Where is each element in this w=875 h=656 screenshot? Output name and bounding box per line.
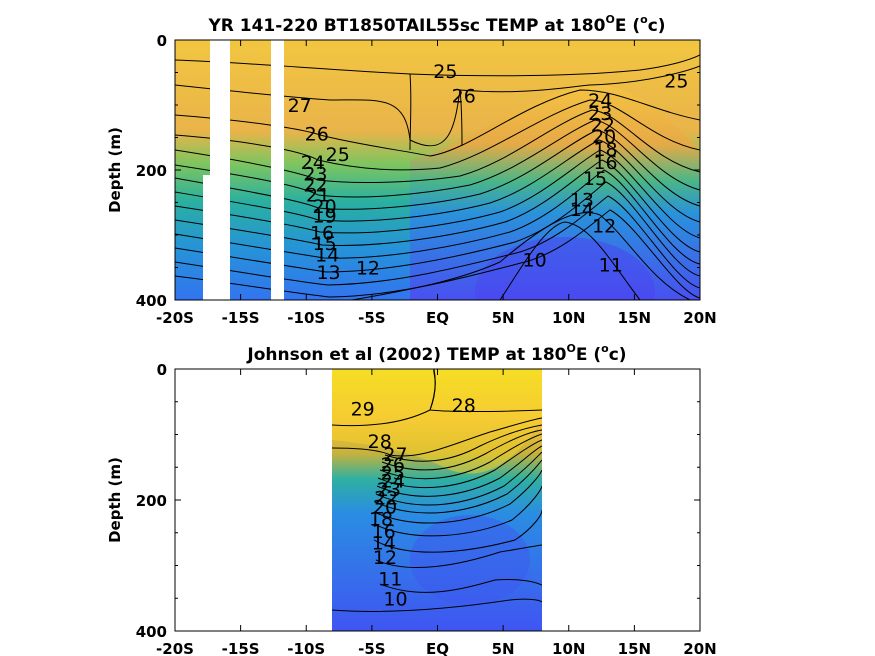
bottom-contour-label: 24 bbox=[381, 470, 405, 492]
top-contour-label: 15 bbox=[313, 233, 337, 255]
gap-1 bbox=[210, 40, 230, 300]
top-contour-label: 19 bbox=[313, 206, 337, 228]
top-contour-label: 23 bbox=[588, 103, 612, 125]
top-y-tick-label: 400 bbox=[136, 292, 167, 310]
top-x-tick-label: EQ bbox=[426, 309, 449, 327]
bottom-y-tick-label: 0 bbox=[157, 361, 167, 379]
top-contour-label: 16 bbox=[310, 222, 334, 244]
top-contour-label: 18 bbox=[593, 139, 617, 161]
top-contour-label: 13 bbox=[316, 262, 340, 284]
top-x-tick-label: 20N bbox=[683, 309, 716, 327]
top-title: YR 141-220 BT1850TAIL55sc TEMP at 180OE … bbox=[207, 13, 665, 36]
bottom-y-axis-label: Depth (m) bbox=[106, 457, 124, 543]
top-missing-data-gaps bbox=[203, 40, 284, 300]
top-contour-label: 23 bbox=[303, 163, 327, 185]
bottom-contour-label: 16 bbox=[372, 521, 396, 543]
top-x-tick-label: -15S bbox=[222, 309, 260, 327]
top-y-axis-label: Depth (m) bbox=[106, 127, 124, 213]
top-contour-label: 22 bbox=[591, 115, 615, 137]
top-contour-lines bbox=[175, 54, 700, 300]
bottom-contour-label: 28 bbox=[452, 395, 476, 417]
gap-3 bbox=[271, 40, 284, 300]
top-x-tick-label: -10S bbox=[287, 309, 325, 327]
bottom-panel: Johnson et al (2002) TEMP at 180OE (oc) bbox=[106, 342, 717, 656]
bottom-contour-label: 12 bbox=[373, 547, 397, 569]
top-x-tick-label: 15N bbox=[618, 309, 651, 327]
bottom-x-tick-label: 15N bbox=[618, 640, 651, 656]
bottom-contour-label: 23 bbox=[377, 479, 401, 501]
bottom-contour-label: 11 bbox=[378, 569, 402, 591]
bottom-x-tick-label: -20S bbox=[156, 640, 194, 656]
top-y-tick-label: 200 bbox=[136, 162, 167, 180]
bottom-x-tick-label: 5N bbox=[492, 640, 515, 656]
bottom-temperature-field bbox=[332, 369, 542, 631]
bottom-x-tick-label: -15S bbox=[222, 640, 260, 656]
bottom-x-tick-label: EQ bbox=[426, 640, 449, 656]
bottom-contour-label: 29 bbox=[351, 398, 375, 420]
top-contour-label: 26 bbox=[452, 85, 476, 107]
top-contour-label: 15 bbox=[583, 168, 607, 190]
top-contour-label: 12 bbox=[356, 258, 380, 280]
bottom-x-tick-label: 20N bbox=[683, 640, 716, 656]
top-contour-label: 26 bbox=[305, 124, 329, 146]
top-contour-label: 21 bbox=[306, 185, 330, 207]
top-contour-label: 25 bbox=[326, 144, 350, 166]
bottom-contour-label: 14 bbox=[372, 533, 396, 555]
top-contour-label: 14 bbox=[570, 199, 594, 221]
bottom-contour-label: 18 bbox=[369, 508, 393, 530]
top-x-tick-label: -5S bbox=[358, 309, 385, 327]
gap-2 bbox=[203, 175, 213, 300]
top-contour-label: 12 bbox=[592, 215, 616, 237]
bottom-contour-label: 27 bbox=[383, 444, 407, 466]
top-contour-label: 13 bbox=[570, 189, 594, 211]
top-contour-label: 14 bbox=[315, 245, 339, 267]
bottom-contour-label: 10 bbox=[383, 588, 407, 610]
bottom-x-tick-label: 10N bbox=[552, 640, 585, 656]
bottom-axis-ticks: -20S -15S -10S -5S EQ 5N 10N 15N 20N 0 200 400 bbox=[136, 361, 717, 656]
top-axis-ticks: -20S -15S -10S -5S EQ 5N 10N 15N 20N 0 200 400 bbox=[136, 32, 717, 327]
top-contour-label: 27 bbox=[288, 95, 312, 117]
bottom-title: Johnson et al (2002) TEMP at 180OE (oc) bbox=[246, 342, 626, 365]
top-contour-label: 25 bbox=[664, 70, 688, 92]
top-contour-label: 24 bbox=[588, 90, 612, 112]
top-temperature-field bbox=[175, 40, 700, 300]
top-x-tick-label: -20S bbox=[156, 309, 194, 327]
bottom-contour-lines bbox=[332, 369, 542, 612]
top-x-tick-label: 5N bbox=[492, 309, 515, 327]
top-contour-label: 20 bbox=[592, 126, 616, 148]
top-contour-label: 22 bbox=[303, 174, 327, 196]
bottom-y-tick-label: 400 bbox=[136, 623, 167, 641]
bottom-x-tick-label: -5S bbox=[358, 640, 385, 656]
bottom-contour-label: 28 bbox=[368, 431, 392, 453]
top-contour-label: 20 bbox=[313, 196, 337, 218]
top-y-tick-label: 0 bbox=[157, 32, 167, 50]
top-contour-label: 11 bbox=[599, 254, 623, 276]
bottom-y-tick-label: 200 bbox=[136, 492, 167, 510]
bottom-contour-label: 25 bbox=[381, 462, 405, 484]
top-contour-label: 16 bbox=[593, 152, 617, 174]
bottom-contour-label: 22 bbox=[374, 487, 398, 509]
top-contour-label: 24 bbox=[301, 152, 325, 174]
bottom-contour-label: 26 bbox=[381, 454, 405, 476]
top-x-tick-label: 10N bbox=[552, 309, 585, 327]
top-contour-label: 25 bbox=[433, 61, 457, 83]
top-panel: YR 141-220 BT1850TAIL55sc TEMP at 180OE … bbox=[106, 13, 717, 327]
bottom-contour-label: 20 bbox=[373, 497, 397, 519]
bottom-x-tick-label: -10S bbox=[287, 640, 325, 656]
top-contour-label: 10 bbox=[523, 250, 547, 272]
